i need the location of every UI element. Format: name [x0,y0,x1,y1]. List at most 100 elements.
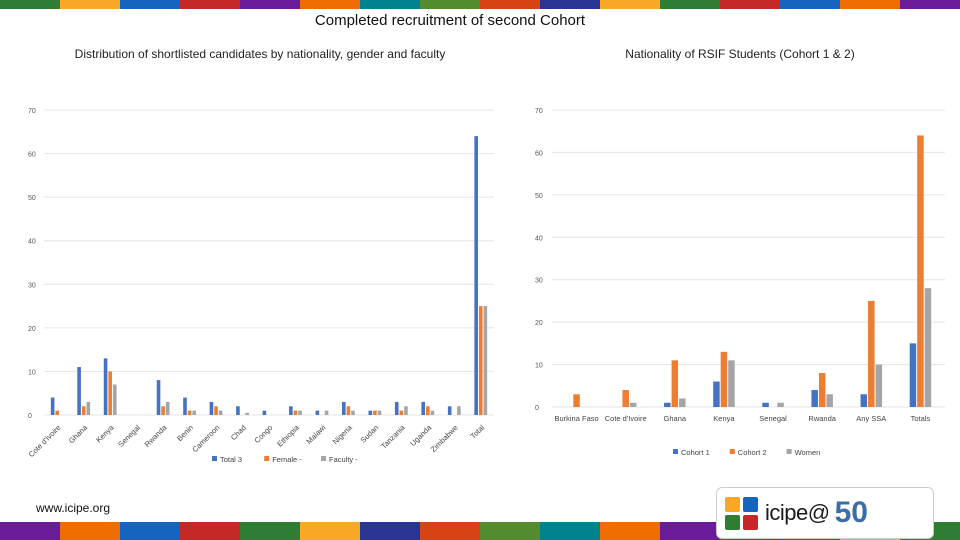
bar-cohort-2 [917,135,924,407]
bar-faculty [457,406,461,415]
y-tick-label: 20 [535,320,543,327]
icipe-logo: icipe@ 50 [716,487,934,539]
y-tick-label: 40 [535,235,543,242]
stripe-segment [360,522,420,540]
x-tick-label: Any SSA [856,414,886,423]
bar-total-3 [394,401,399,415]
bar-cohort-1 [762,402,769,407]
logo-tile-icon [743,514,758,530]
y-tick-label: 50 [28,195,36,202]
y-tick-label: 10 [535,363,543,370]
y-tick-label: 0 [28,413,32,420]
bar-faculty [86,401,91,415]
stripe-segment [840,0,900,9]
y-tick-label: 0 [535,405,539,412]
bar-female [55,410,60,415]
bar-female [214,406,218,415]
bar-total-3 [236,406,240,415]
stripe-segment [600,522,660,540]
legend-swatch [786,449,792,454]
y-tick-label: 60 [28,152,36,159]
bar-total-3 [209,401,214,415]
x-tick-label: Zimbabwe [429,423,460,454]
bar-total-3 [474,136,478,415]
logo-tile-icon [743,496,758,512]
x-tick-label: Uganda [408,422,434,448]
bar-cohort-1 [860,394,868,407]
x-tick-label: Benin [175,423,195,443]
bar-female [373,410,377,415]
x-tick-label: Congo [252,423,274,445]
stripe-segment [60,0,120,9]
bar-cohort-2 [720,351,728,407]
bar-female [108,371,112,415]
bar-cohort-2 [868,300,875,407]
stripe-segment [780,0,840,9]
x-tick-label: Kenya [94,422,116,444]
legend-label: Female - [272,455,302,464]
top-color-stripe [0,0,960,9]
x-tick-label: Malawi [304,423,327,446]
stripe-segment [540,0,600,9]
bar-female [426,406,430,415]
x-tick-label: Ghana [664,414,687,423]
bar-total-3 [50,397,55,415]
y-tick-label: 50 [535,193,543,200]
bar-cohort-2 [671,360,679,407]
logo-tile-icon [725,496,740,512]
x-tick-label: Cote d'Ivoire [27,423,63,459]
stripe-segment [480,522,540,540]
website-url[interactable]: www.icipe.org [36,501,111,515]
y-tick-label: 30 [535,278,543,285]
bar-total-3 [342,401,346,415]
bar-faculty [351,410,355,415]
stripe-segment [900,0,960,9]
stripe-segment [420,0,480,9]
stripe-segment [240,522,300,540]
bar-faculty [404,406,408,415]
slide-title: Completed recruitment of second Cohort [314,12,586,29]
x-tick-label: Totals [911,414,931,423]
stripe-segment [240,0,300,9]
x-tick-label: Senegal [759,414,787,423]
legend-swatch [212,456,217,461]
bar-total-3 [421,401,426,415]
y-tick-label: 70 [28,108,36,115]
x-tick-label: Cote d'Ivoire [605,414,647,423]
bar-women [826,394,833,407]
stripe-segment [660,0,720,9]
stripe-segment [300,522,360,540]
bar-female [346,406,351,415]
x-tick-label: Ethiopia [275,422,301,448]
bar-female [293,410,298,415]
bar-faculty [324,410,329,415]
bar-female [161,406,165,415]
stripe-segment [360,0,420,9]
x-tick-label: Rwanda [808,414,836,423]
x-tick-label: Senegal [116,423,142,449]
logo-icon-grid [725,496,758,530]
y-tick-label: 60 [535,150,543,157]
legend-label: Total 3 [220,455,242,464]
stripe-segment [0,0,60,9]
bar-cohort-1 [664,402,671,407]
bar-faculty [430,410,435,415]
legend-swatch [729,449,735,454]
bar-cohort-2 [818,373,826,407]
bar-women [924,288,932,407]
x-tick-label: Tanzania [379,422,407,450]
bar-faculty [377,410,382,415]
bar-total-3 [447,406,452,415]
left-chart-title: Distribution of shortlisted candidates b… [74,47,446,61]
stripe-segment [600,0,660,9]
x-tick-label: Total [469,423,487,441]
bar-female [478,306,483,415]
y-tick-label: 30 [28,282,36,289]
logo-tile-icon [725,514,740,530]
bar-faculty [483,306,488,415]
stripe-segment [60,522,120,540]
stripe-segment [120,522,180,540]
stripe-segment [420,522,480,540]
legend-swatch [321,456,326,461]
